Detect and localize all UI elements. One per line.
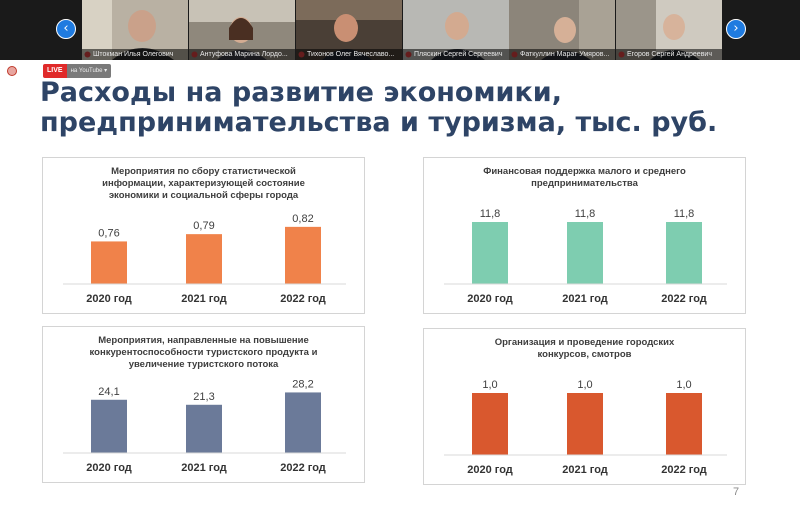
bar [567, 393, 603, 455]
chart-panel-contests: Организация и проведение городских конку… [423, 328, 746, 485]
participant-name: Штокман Илья Олегович [82, 49, 188, 60]
slide-title: Расходы на развитие экономики, предприни… [40, 78, 760, 138]
category-label: 2021 год [562, 464, 608, 476]
data-label: 24,1 [98, 386, 119, 398]
slide-title-line: предпринимательства и туризма, тыс. руб. [40, 107, 718, 138]
participant-tile[interactable]: Тихонов Олег Вячеславо... [296, 0, 402, 60]
chart-title: Мероприятия по сбору статистической инфо… [102, 166, 305, 201]
data-label: 11,8 [674, 208, 695, 220]
data-label: 28,2 [292, 378, 313, 390]
category-label: 2022 год [280, 293, 326, 305]
data-label: 1,0 [482, 379, 497, 391]
chart-title: Мероприятия, направленные на повышение к… [89, 335, 318, 370]
prev-page-button[interactable]: ‹ [56, 19, 76, 39]
participant-name: Пляскин Сергей Сергеевич [403, 49, 509, 60]
data-label: 1,0 [577, 379, 592, 391]
bar [186, 404, 222, 453]
category-label: 2021 год [181, 293, 227, 305]
participant-tile[interactable]: Фаткуллин Марат Умяров... [509, 0, 615, 60]
participant-name: Фаткуллин Марат Умяров... [509, 49, 615, 60]
category-label: 2021 год [562, 293, 608, 305]
category-label: 2020 год [86, 462, 132, 474]
participant-strip: ‹ Штокман Илья Олегович Антуфова Марина … [0, 0, 800, 60]
participant-tile[interactable]: Егоров Сергей Андреевич [616, 0, 722, 60]
data-label: 1,0 [676, 379, 691, 391]
participant-name: Антуфова Марина Лордо... [189, 49, 295, 60]
bar [186, 234, 222, 284]
bar-chart: 0,76 2020 год 0,79 2021 год 0,82 2022 год [63, 213, 346, 305]
live-label: LIVE [43, 64, 67, 78]
bar [666, 222, 702, 284]
data-label: 21,3 [193, 391, 214, 403]
bar-chart: 1,0 2020 год 1,0 2021 год 1,0 2022 год [444, 379, 727, 476]
chart-panel-tourism: Мероприятия, направленные на повышение к… [42, 326, 365, 483]
participant-tile[interactable]: Пляскин Сергей Сергеевич [403, 0, 509, 60]
bar [285, 226, 321, 284]
category-label: 2020 год [86, 293, 132, 305]
data-label: 0,79 [193, 220, 214, 232]
participant-name: Егоров Сергей Андреевич [616, 49, 722, 60]
next-page-button[interactable]: › [726, 19, 746, 39]
participant-tile[interactable]: Антуфова Марина Лордо... [189, 0, 295, 60]
chart-panel-statistics: Мероприятия по сбору статистической инфо… [42, 157, 365, 314]
app-status-icon [7, 66, 17, 76]
category-label: 2020 год [467, 464, 513, 476]
bar [91, 241, 127, 284]
category-label: 2022 год [661, 293, 707, 305]
category-label: 2021 год [181, 462, 227, 474]
category-label: 2020 год [467, 293, 513, 305]
data-label: 0,82 [292, 213, 313, 225]
chart-title: Организация и проведение городских конку… [494, 337, 675, 360]
data-label: 0,76 [98, 227, 119, 239]
participant-name: Тихонов Олег Вячеславо... [296, 49, 402, 60]
bar [666, 393, 702, 455]
slide-title-line: Расходы на развитие экономики, [40, 77, 562, 108]
participant-tile[interactable]: Штокман Илья Олегович [82, 0, 188, 60]
live-stream-badge[interactable]: LIVE на YouTube ▾ [43, 64, 112, 78]
bar-chart: 11,8 2020 год 11,8 2021 год 11,8 2022 год [444, 208, 727, 305]
bar-chart: 24,1 2020 год 21,3 2021 год 28,2 2022 год [63, 378, 346, 474]
bar [285, 392, 321, 453]
bar [472, 393, 508, 455]
bar [91, 399, 127, 453]
data-label: 11,8 [575, 208, 596, 220]
chart-title: Финансовая поддержка малого и среднего п… [483, 166, 686, 189]
live-platform-dropdown[interactable]: на YouTube ▾ [66, 64, 112, 78]
category-label: 2022 год [280, 462, 326, 474]
chevron-left-icon: ‹ [63, 21, 69, 36]
slide-page-number: 7 [733, 486, 740, 498]
data-label: 11,8 [480, 208, 501, 220]
category-label: 2022 год [661, 464, 707, 476]
chart-panel-sme-support: Финансовая поддержка малого и среднего п… [423, 157, 746, 314]
bar [472, 222, 508, 284]
chevron-right-icon: › [733, 21, 739, 36]
bar [567, 222, 603, 284]
